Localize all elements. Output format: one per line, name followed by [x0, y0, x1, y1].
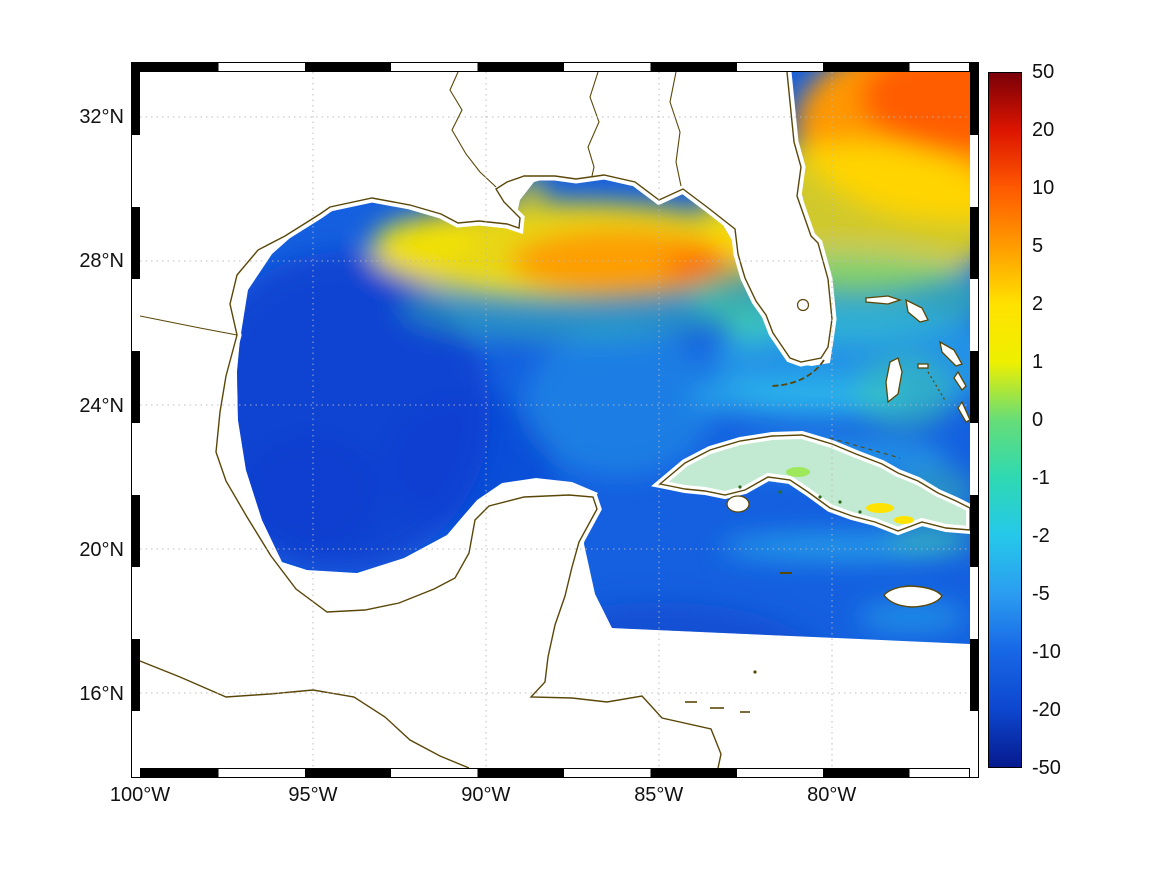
coastline-north-america	[215, 72, 833, 768]
y-tick-label: 28°N	[79, 250, 124, 273]
y-tick-label: 16°N	[79, 683, 124, 706]
island-cuba	[651, 430, 970, 536]
colorbar-tick-label: -2	[1032, 525, 1050, 547]
swan-island	[753, 670, 757, 674]
apalachicola-river	[669, 72, 682, 187]
x-tick-label: 95°W	[288, 784, 338, 806]
cuba-field-patches	[738, 467, 914, 524]
island-jamaica	[883, 585, 943, 608]
colorbar-tick-label: 10	[1032, 177, 1055, 199]
rio-grande-river	[140, 315, 238, 336]
colorbar-tick-label: -1	[1032, 467, 1050, 489]
map-frame-top	[131, 62, 979, 72]
isla-de-la-juventud	[726, 495, 750, 513]
map-plot	[140, 72, 970, 768]
x-tick-label: 85°W	[634, 784, 684, 806]
colorbar-tick-label: 1	[1032, 351, 1044, 373]
y-tick-label: 20°N	[79, 538, 124, 561]
y-tick-label: 32°N	[79, 106, 124, 129]
graticule	[140, 72, 970, 768]
colorbar-tick-label: -5	[1032, 583, 1050, 605]
colorbar-tick-label: 50	[1032, 61, 1055, 83]
cuba-coastline	[658, 434, 970, 532]
florida-keys	[771, 359, 825, 387]
alabama-river	[587, 72, 600, 177]
lake-okeechobee	[796, 298, 810, 312]
map-frame-right	[969, 62, 979, 778]
colorbar-tick-label: -20	[1032, 699, 1061, 721]
map-frame-bottom	[131, 768, 979, 778]
colorbar-gradient	[988, 72, 1022, 768]
colorbar-tick-label: 0	[1032, 409, 1044, 431]
colorbar-tick-label: 5	[1032, 235, 1044, 257]
mississippi-river	[449, 72, 497, 188]
colorbar-tick-label: 20	[1032, 119, 1055, 141]
colorbar-tick-label: -10	[1032, 641, 1061, 663]
colorbar-tick-label: -50	[1032, 757, 1061, 779]
bay-islands	[685, 701, 750, 713]
islands-bahamas	[865, 295, 970, 423]
x-tick-label: 80°W	[807, 784, 857, 806]
x-tick-label: 90°W	[461, 784, 511, 806]
colorbar-tick-label: 2	[1032, 293, 1044, 315]
y-tick-label: 24°N	[79, 394, 124, 417]
x-tick-label: 100°W	[109, 784, 171, 806]
